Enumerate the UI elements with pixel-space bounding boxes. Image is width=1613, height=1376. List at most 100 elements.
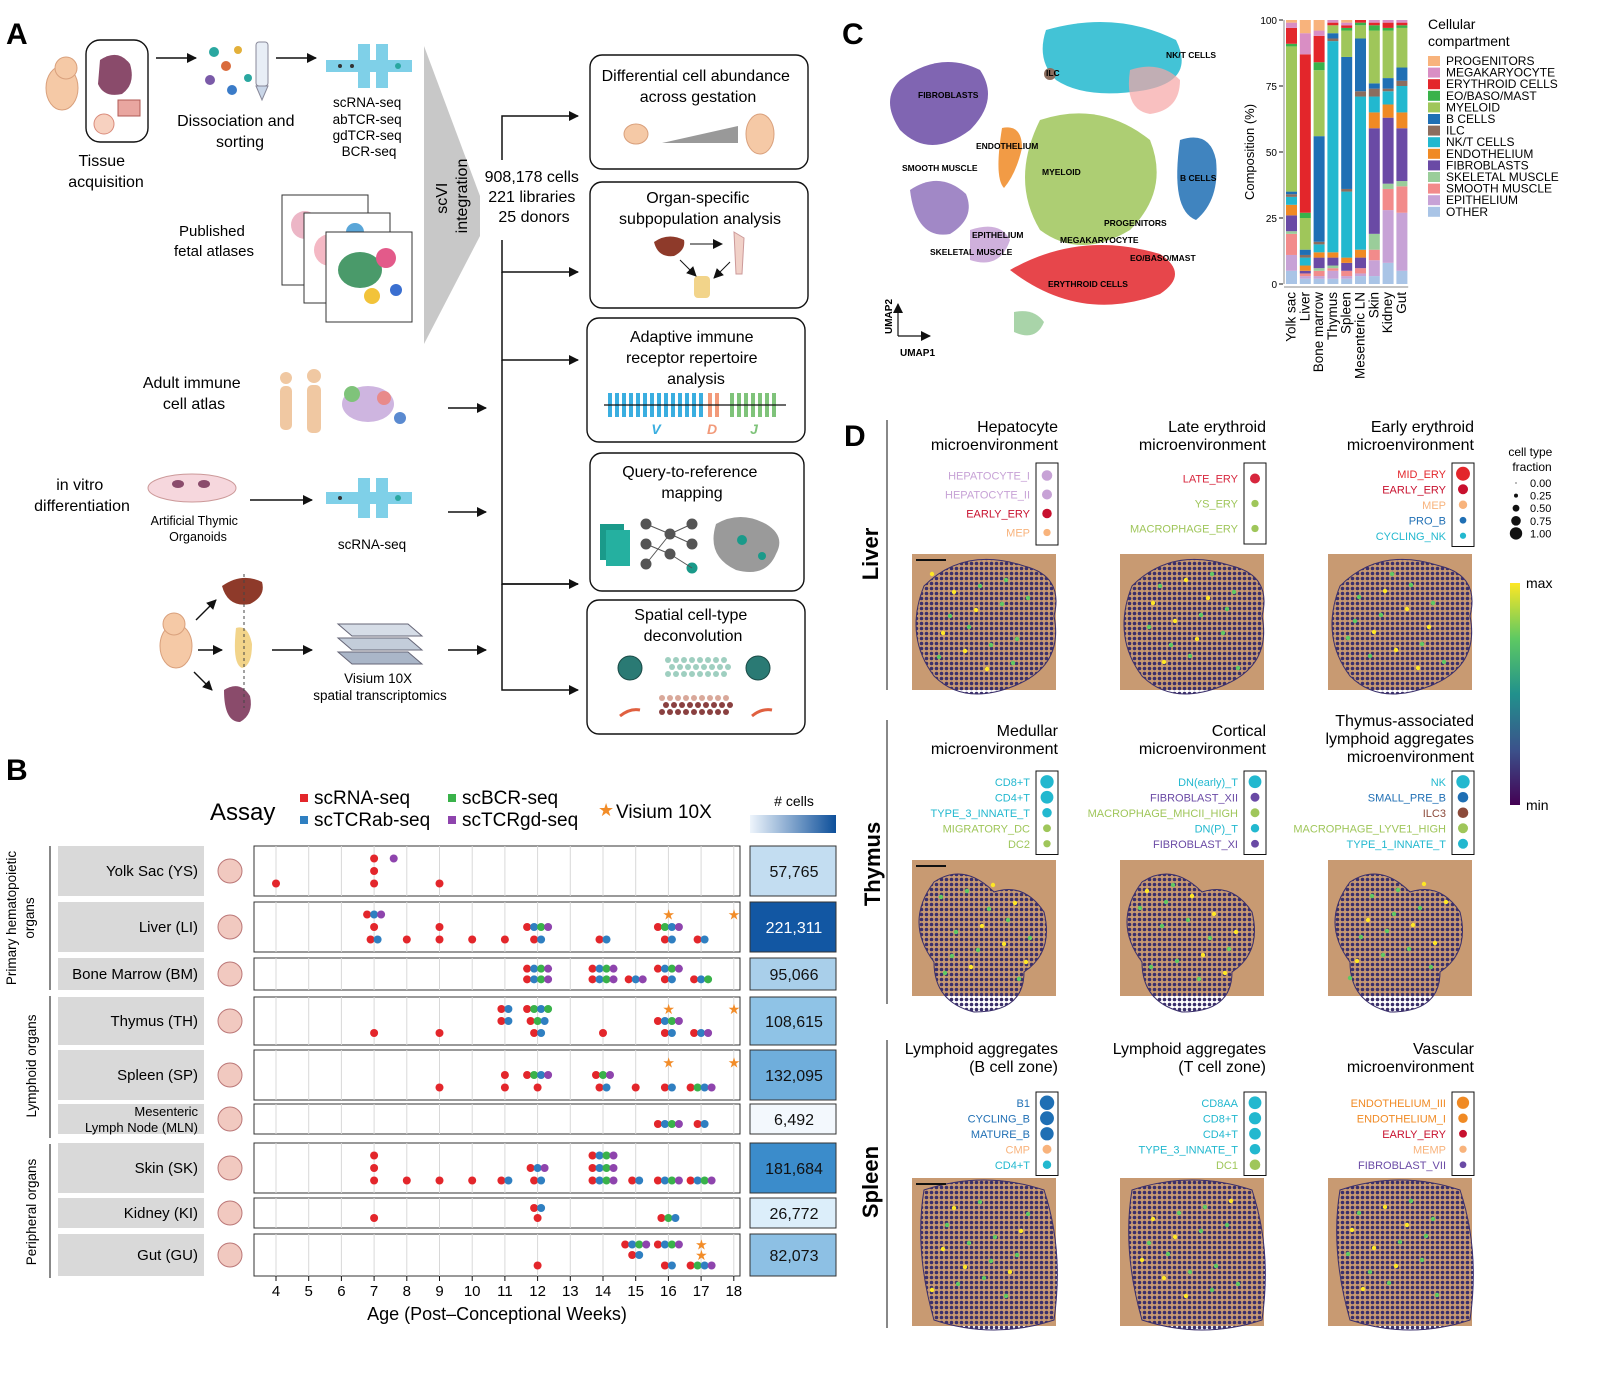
assay-dot (674, 964, 683, 973)
bar-segment (1368, 112, 1380, 129)
hotspot-spot (1205, 595, 1211, 601)
spot-dot (699, 709, 705, 715)
celltype-dot (1041, 470, 1053, 481)
hotspot-spot (1408, 582, 1414, 588)
hotspot-spot (1211, 911, 1217, 917)
y-tick-label: 100 (1260, 16, 1277, 27)
assay-dot (606, 1071, 614, 1079)
assay-dot (660, 1029, 669, 1037)
hotspot-spot (1441, 659, 1447, 665)
celltype-label: FIBROBLAST_XI (1153, 839, 1238, 851)
hotspot-spot (1174, 958, 1180, 964)
umap-cluster-label: EO/BASO/MAST (1130, 253, 1196, 263)
assay-dot (526, 1017, 535, 1025)
bar-segment (1327, 252, 1339, 258)
hotspot-spot (966, 624, 972, 630)
row-label-bg (58, 997, 204, 1045)
hotspot-spot (1224, 1222, 1230, 1228)
bar-segment (1396, 112, 1408, 129)
hotspot-spot (1426, 624, 1432, 630)
row-label-bg (58, 958, 204, 990)
assay-dot (530, 1005, 539, 1013)
assay-dot (537, 1204, 546, 1212)
microenv-title: microenvironment (1139, 741, 1267, 758)
assay-dot (660, 1083, 669, 1092)
umap-cluster-label: SKELETAL MUSCLE (930, 247, 1013, 257)
organ-group-labels: Primary hematopoietic organs Lymphoid org… (4, 846, 51, 1278)
yolk-sac-icon (93, 113, 115, 135)
celltype-dot (1040, 1111, 1054, 1126)
spot-dot (665, 657, 671, 663)
spot-dot (683, 695, 689, 701)
bar-segment (1341, 22, 1353, 26)
y-tick-label: 75 (1266, 82, 1278, 93)
bar-segment (1382, 262, 1394, 284)
hotspot-spot (1003, 577, 1009, 583)
spot-dot (689, 671, 695, 677)
size-legend-label: 0.50 (1530, 503, 1551, 515)
row-label: Lymph Node (MLN) (85, 1120, 198, 1135)
hotspot-spot (964, 888, 970, 894)
panel-letter-b: B (6, 754, 28, 787)
bar-segment (1313, 252, 1325, 258)
size-legend-label: 0.00 (1530, 478, 1551, 490)
hotspot-spot (1360, 1286, 1366, 1292)
assay-dot (667, 1029, 676, 1037)
tissue-section (1126, 873, 1255, 1013)
bar-segment (1286, 43, 1297, 47)
spot-dot (683, 709, 689, 715)
assay-dot (468, 935, 477, 944)
hotspot-spot (1371, 1245, 1377, 1251)
hotspot-spot (1003, 1293, 1009, 1299)
assay-dot (660, 1240, 669, 1249)
hotspot-spot (1023, 959, 1029, 965)
assay-dot (370, 1164, 379, 1172)
x-tick-label: 13 (562, 1283, 579, 1300)
organ-icon (217, 1155, 243, 1181)
spleen-icon (98, 54, 132, 95)
hotspot-spot (1220, 630, 1226, 636)
row-label-bg (58, 1234, 204, 1276)
hotspot-spot (1005, 917, 1011, 923)
spot-dot (687, 702, 693, 708)
spot-dot (689, 657, 695, 663)
assay-dot (638, 975, 647, 984)
spot-dot (667, 695, 673, 701)
x-tick-label: 16 (660, 1283, 677, 1300)
x-tick-label: 7 (370, 1283, 378, 1300)
assay-dot (653, 1240, 662, 1249)
hotspot-spot (1163, 899, 1169, 905)
assay-dot (609, 1151, 618, 1160)
celltype-label: PRO_B (1409, 515, 1446, 527)
hotspot-spot (992, 1234, 998, 1240)
umap1-label: UMAP1 (900, 348, 935, 359)
spot-dot (659, 709, 665, 715)
timeline-box (253, 957, 741, 991)
bar-segment (1341, 188, 1353, 192)
bar-segment (1313, 70, 1325, 137)
hotspot-spot (1367, 1269, 1373, 1275)
assay-dot (544, 964, 553, 973)
row-label-bg (58, 1104, 204, 1134)
cells-count-box (749, 1103, 837, 1135)
celltype-label: MATURE_B (971, 1129, 1030, 1141)
tissue-section (915, 558, 1057, 695)
assay-dot (537, 1029, 546, 1037)
assay-dot (402, 1176, 411, 1185)
umap-cluster-b-cells (1177, 137, 1217, 220)
tissue-label: Tissue acquisition (68, 153, 144, 191)
hotspot-spot (1406, 946, 1412, 952)
assay-dot (370, 1151, 379, 1160)
umap-cluster-nkt-2 (1128, 66, 1180, 114)
microenv-title: microenvironment (1139, 437, 1267, 454)
microenv-title: microenvironment (1347, 749, 1475, 766)
assay-dot (592, 1071, 600, 1079)
hotspot-spot (1001, 941, 1007, 947)
assay-dot (540, 1164, 549, 1172)
outcome-box-subpopulation: Organ-specific subpopulation analysis (589, 181, 809, 309)
tissue-section (1128, 1179, 1266, 1331)
cells-count-box (749, 1049, 837, 1101)
hotspot-spot (1222, 970, 1228, 976)
assay-dot (435, 1176, 444, 1185)
